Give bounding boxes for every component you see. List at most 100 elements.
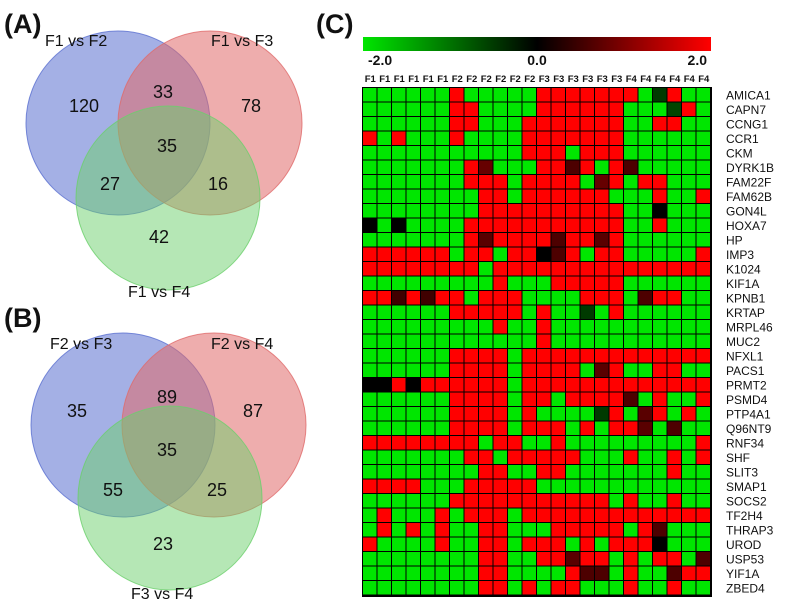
heatmap-cell	[377, 160, 391, 174]
heatmap-cell	[493, 204, 507, 218]
heatmap-cell	[580, 378, 594, 392]
heatmap-cell	[392, 349, 406, 363]
heatmap-cell	[450, 494, 464, 508]
heatmap-cell	[392, 465, 406, 479]
heatmap-cell	[566, 160, 580, 174]
heatmap-cell	[464, 407, 478, 421]
row-label-muc2: MUC2	[726, 335, 760, 349]
heatmap-cell	[450, 305, 464, 319]
row-label-ccr1: CCR1	[726, 132, 759, 146]
heatmap-cell	[421, 450, 435, 464]
heatmap-cell	[537, 334, 551, 348]
heatmap-cell	[580, 581, 594, 595]
heatmap-cell	[595, 378, 609, 392]
heatmap-cell	[435, 392, 449, 406]
heatmap-cell	[522, 566, 536, 580]
heatmap-cell	[435, 363, 449, 377]
row-label-k1024: K1024	[726, 262, 761, 276]
heatmap-cell	[363, 450, 377, 464]
heatmap-cell	[464, 247, 478, 261]
heatmap-cell	[638, 276, 652, 290]
heatmap-cell	[377, 552, 391, 566]
heatmap-cell	[377, 479, 391, 493]
heatmap-cell	[363, 465, 377, 479]
heatmap-cell	[638, 450, 652, 464]
heatmap-cell	[435, 479, 449, 493]
heatmap-cell	[377, 537, 391, 551]
heatmap-cell	[551, 465, 565, 479]
heatmap-cell	[377, 262, 391, 276]
heatmap-cell	[566, 392, 580, 406]
heatmap-cell	[696, 465, 710, 479]
heatmap-cell	[508, 88, 522, 102]
heatmap-cell	[522, 131, 536, 145]
heatmap-cell	[406, 552, 420, 566]
heatmap-cell	[406, 581, 420, 595]
heatmap-cell	[363, 146, 377, 160]
heatmap-cell	[580, 189, 594, 203]
column-label-19: F4	[626, 74, 638, 85]
heatmap-cell	[392, 218, 406, 232]
heatmap-cell	[653, 523, 667, 537]
heatmap-cell	[377, 233, 391, 247]
heatmap-cell	[406, 146, 420, 160]
heatmap-cell	[377, 131, 391, 145]
panel-label-b: (B)	[4, 303, 41, 333]
column-label-5: F1	[423, 74, 435, 85]
heatmap-cell	[682, 175, 696, 189]
heatmap-cell	[667, 160, 681, 174]
heatmap-cell	[363, 247, 377, 261]
heatmap-cell	[464, 581, 478, 595]
heatmap-cell	[595, 320, 609, 334]
heatmap-cell	[508, 160, 522, 174]
heatmap-cell	[609, 117, 623, 131]
heatmap-cell	[682, 189, 696, 203]
heatmap-cell	[566, 102, 580, 116]
heatmap-cell	[580, 508, 594, 522]
heatmap-cell	[682, 204, 696, 218]
heatmap-cell	[421, 175, 435, 189]
row-label-dyrk1b: DYRK1B	[726, 161, 774, 175]
heatmap-cell	[392, 247, 406, 261]
heatmap-cell	[580, 479, 594, 493]
heatmap-cell	[653, 175, 667, 189]
heatmap-cell	[392, 175, 406, 189]
heatmap-cell	[682, 407, 696, 421]
heatmap-cell	[595, 146, 609, 160]
heatmap-cell	[580, 392, 594, 406]
heatmap-cell	[435, 537, 449, 551]
heatmap-cell	[508, 523, 522, 537]
heatmap-cell	[450, 421, 464, 435]
venn-a-only-1: 120	[69, 96, 99, 116]
heatmap-cell	[696, 566, 710, 580]
heatmap-cell	[537, 349, 551, 363]
heatmap-cell	[508, 262, 522, 276]
heatmap-cell	[377, 494, 391, 508]
heatmap-cell	[609, 494, 623, 508]
heatmap-cell	[696, 305, 710, 319]
heatmap-cell	[406, 247, 420, 261]
heatmap-cell	[682, 131, 696, 145]
heatmap-cell	[363, 378, 377, 392]
heatmap-cell	[595, 392, 609, 406]
heatmap-cell	[609, 465, 623, 479]
heatmap-cell	[493, 117, 507, 131]
heatmap-cell	[377, 334, 391, 348]
heatmap-cell	[406, 465, 420, 479]
column-label-17: F3	[597, 74, 608, 85]
heatmap-cell	[566, 436, 580, 450]
heatmap-cell	[479, 581, 493, 595]
heatmap-cell	[638, 349, 652, 363]
heatmap-cell	[537, 117, 551, 131]
heatmap-cell	[551, 552, 565, 566]
heatmap-cell	[522, 247, 536, 261]
heatmap-cell	[406, 349, 420, 363]
heatmap-cell	[464, 436, 478, 450]
heatmap-cell	[464, 276, 478, 290]
heatmap-cell	[363, 320, 377, 334]
heatmap-cell	[522, 117, 536, 131]
heatmap-cell	[479, 566, 493, 580]
heatmap-cell	[551, 175, 565, 189]
heatmap-cell	[508, 581, 522, 595]
heatmap-cell	[609, 131, 623, 145]
